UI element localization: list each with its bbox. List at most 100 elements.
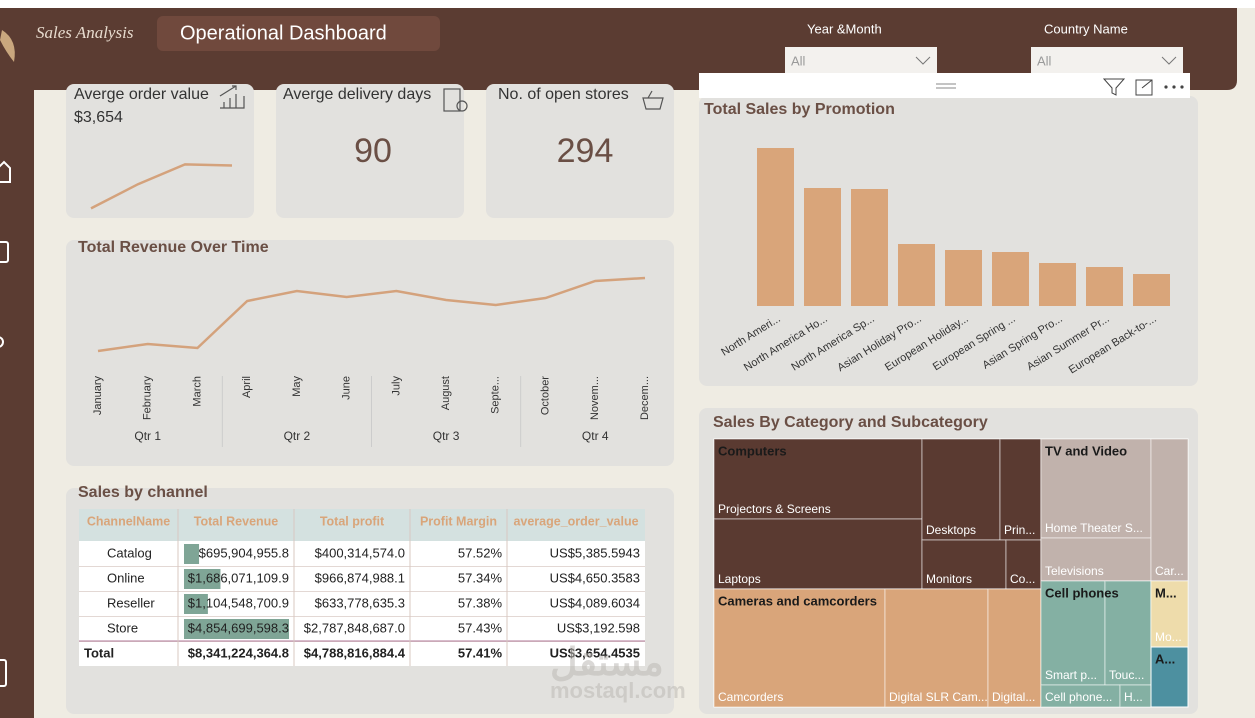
table-cell: 57.52% xyxy=(458,545,503,560)
treemap-tile xyxy=(987,588,1042,708)
table-cell: Total xyxy=(84,645,114,660)
page-icon xyxy=(0,241,9,263)
table-cell: $4,854,699,598.3 xyxy=(188,620,289,635)
treemap-label: H... xyxy=(1124,690,1143,704)
column-header: Total Revenue xyxy=(194,514,279,528)
column-header: Profit Margin xyxy=(420,514,497,528)
treemap-label: Digital SLR Cam... xyxy=(889,690,988,704)
treemap-label: Co... xyxy=(1010,572,1035,586)
x-tick-label: May xyxy=(291,376,303,397)
bar-card xyxy=(699,96,1198,386)
kpi-value: 294 xyxy=(557,132,614,170)
table-cell: Store xyxy=(107,620,138,635)
list-icon xyxy=(443,88,461,112)
title-box xyxy=(157,16,440,51)
kpi-card xyxy=(276,84,464,218)
top-strip xyxy=(0,0,1255,8)
chart-icon xyxy=(219,85,245,109)
treemap-label: Smart p... xyxy=(1045,668,1097,682)
data-bar xyxy=(184,619,289,639)
logo-leaf xyxy=(0,30,15,62)
table-cell: Reseller xyxy=(107,595,155,610)
x-tick-label: April xyxy=(241,376,253,398)
chart-title: Sales By Category and Subcategory xyxy=(713,414,988,431)
bar xyxy=(1086,267,1123,306)
filter-value: All xyxy=(791,53,806,68)
table-cell: US$4,650.3583 xyxy=(550,570,640,585)
table-cell: $400,314,574.0 xyxy=(315,545,405,560)
treemap-group-label: Cell phones xyxy=(1045,585,1119,600)
column-header: ChannelName xyxy=(87,514,170,528)
bar xyxy=(945,250,982,306)
treemap-label: Prin... xyxy=(1004,523,1035,537)
table-cell: $2,787,848,687.0 xyxy=(304,620,405,635)
treemap-label: Desktops xyxy=(926,523,976,537)
chart-title: Total Revenue Over Time xyxy=(78,239,269,256)
treemap-label: Mo... xyxy=(1155,630,1182,644)
table-cell: $966,874,988.1 xyxy=(315,570,405,585)
table-cell: 57.34% xyxy=(458,570,503,585)
sidebar xyxy=(0,8,34,718)
drag-handle[interactable] xyxy=(936,83,956,89)
logo-text: Sales Analysis xyxy=(36,23,134,42)
bar xyxy=(757,148,794,306)
table-cell: $1,686,071,109.9 xyxy=(188,570,289,585)
watermark: مستقل xyxy=(550,642,664,684)
x-group-label: Qtr 4 xyxy=(582,429,609,443)
treemap-group-label: TV and Video xyxy=(1045,443,1127,458)
treemap-label: Cell phone... xyxy=(1045,690,1112,704)
bar xyxy=(898,244,935,306)
home-icon xyxy=(0,160,11,183)
data-bar xyxy=(184,569,221,589)
x-tick-label: Novem... xyxy=(589,376,601,420)
filter-dropdown[interactable] xyxy=(1031,47,1183,73)
focus-icon[interactable] xyxy=(1135,79,1153,96)
kpi-value: 90 xyxy=(354,132,392,170)
filter-dropdown[interactable] xyxy=(785,47,937,73)
table-cell: 57.41% xyxy=(458,645,503,660)
treemap-tile xyxy=(1150,646,1189,708)
line-card xyxy=(66,240,674,466)
filter-icon[interactable] xyxy=(1102,78,1126,96)
table-cell: $633,778,635.3 xyxy=(315,595,405,610)
more-icon[interactable] xyxy=(1164,85,1184,89)
table-title: Sales by channel xyxy=(78,484,208,501)
treemap-group-label: Cameras and camcorders xyxy=(718,593,877,608)
line xyxy=(97,276,646,353)
x-tick-label: July xyxy=(390,376,402,396)
bar xyxy=(1133,274,1170,306)
data-bar xyxy=(184,544,200,564)
treemap-label: Monitors xyxy=(926,572,972,586)
table-cell: $695,904,955.8 xyxy=(199,545,289,560)
bar xyxy=(992,252,1029,306)
x-tick-label: June xyxy=(341,376,353,400)
treemap-group-label: M... xyxy=(1155,585,1177,600)
x-tick-label: January xyxy=(92,376,104,416)
table-cell: US$5,385.5943 xyxy=(550,545,640,560)
x-group-label: Qtr 2 xyxy=(284,429,311,443)
treemap-tile xyxy=(1150,580,1189,648)
table-cell: Catalog xyxy=(107,545,152,560)
x-tick-label: Septe... xyxy=(490,376,502,414)
treemap-tile xyxy=(713,438,923,520)
store-icon xyxy=(642,90,664,110)
kpi-card xyxy=(486,84,674,218)
chevron xyxy=(915,56,931,65)
bottom-icon xyxy=(0,659,7,687)
filter-label: Country Name xyxy=(1044,21,1128,36)
kpi-card xyxy=(66,84,254,218)
table-cell: 57.43% xyxy=(458,620,503,635)
table-cell: $4,788,816,884.4 xyxy=(304,645,406,660)
filter-value: All xyxy=(1037,53,1052,68)
data-bar xyxy=(184,594,208,614)
treemap-tile xyxy=(1005,539,1042,590)
table: ChannelName Total Revenue Total profit Prof… xyxy=(79,509,645,666)
filter-label: Year &Month xyxy=(807,21,882,36)
x-tick-label: Decem... xyxy=(639,376,651,420)
treemap-label: Laptops xyxy=(718,572,761,586)
bar xyxy=(804,188,841,306)
kpi-icons xyxy=(219,85,664,112)
treemap-tile xyxy=(921,539,1007,590)
